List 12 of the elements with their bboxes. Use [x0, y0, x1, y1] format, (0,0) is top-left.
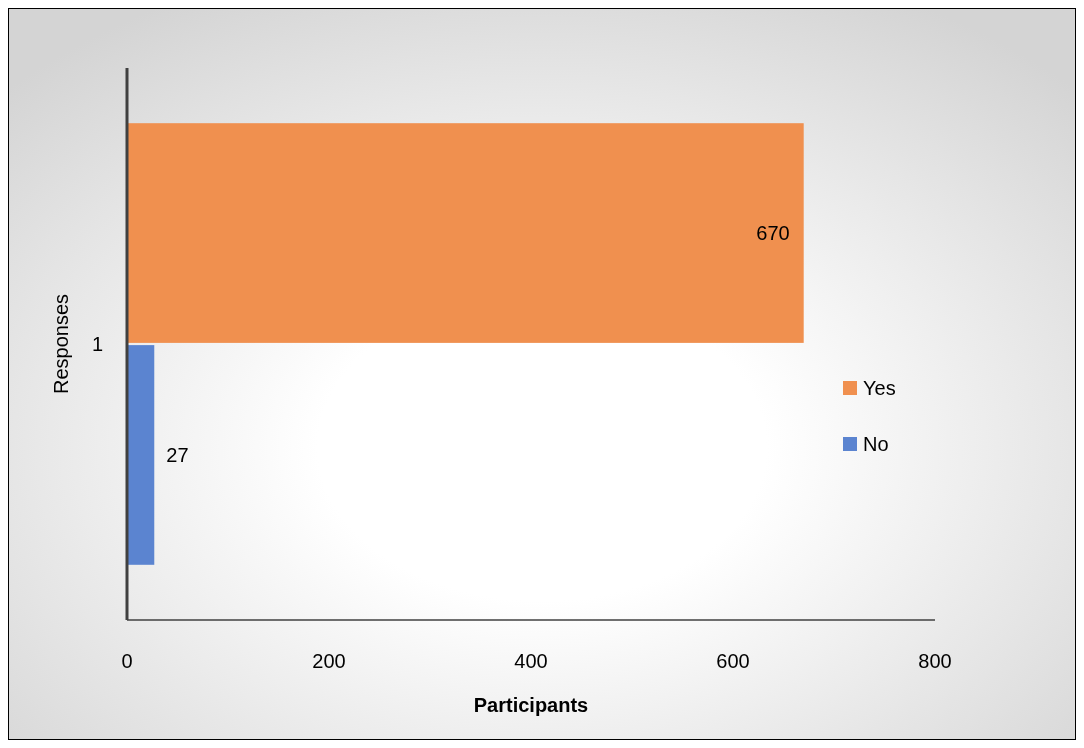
y-tick-label: 1	[91, 333, 103, 355]
data-label: 670	[756, 222, 790, 245]
x-tick-label: 600	[716, 650, 750, 672]
x-tick-label: 800	[918, 650, 952, 672]
legend-label: No	[863, 433, 889, 455]
data-label: 27	[166, 443, 189, 466]
legend-label: Yes	[863, 377, 896, 399]
x-tick-label: 0	[121, 650, 133, 672]
x-tick-label: 200	[312, 650, 346, 672]
x-tick-label: 400	[514, 650, 548, 672]
x-axis-title: Participants	[473, 694, 589, 716]
y-axis-title: Responses	[50, 293, 72, 395]
